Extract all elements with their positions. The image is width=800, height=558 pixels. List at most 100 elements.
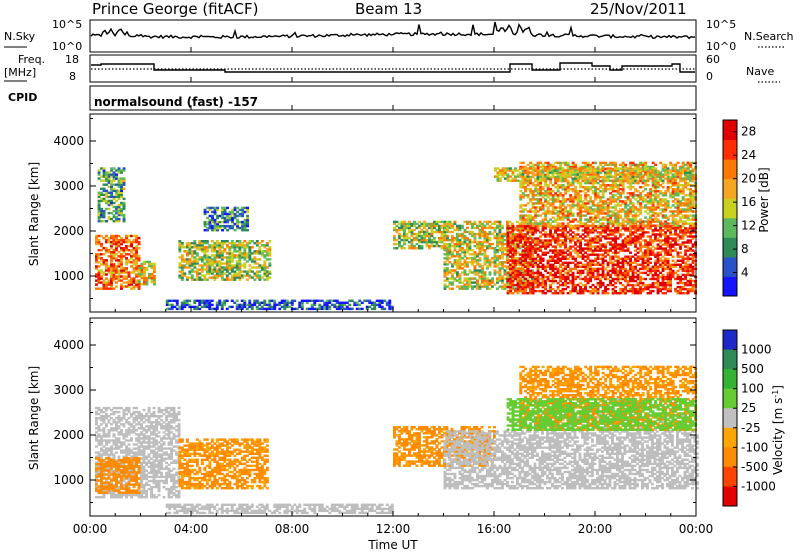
- scatter-cell: [241, 274, 244, 276]
- scatter-cell: [474, 277, 477, 279]
- scatter-cell: [547, 192, 550, 194]
- scatter-cell: [494, 237, 497, 239]
- scatter-cell: [639, 256, 642, 258]
- scatter-cell: [537, 214, 540, 216]
- scatter-cell: [113, 253, 116, 255]
- scatter-cell: [599, 268, 602, 270]
- scatter-cell: [100, 288, 103, 290]
- scatter-cell: [529, 262, 532, 264]
- scatter-cell: [524, 243, 527, 245]
- scatter-cell: [524, 208, 527, 210]
- scatter-cell: [564, 227, 567, 229]
- scatter-cell: [471, 271, 474, 273]
- scatter-cell: [446, 221, 449, 223]
- scatter-cell: [168, 308, 171, 310]
- scatter-cell: [584, 264, 587, 266]
- scatter-cell: [231, 240, 234, 242]
- scatter-cell: [599, 196, 602, 198]
- scatter-cell: [123, 202, 126, 204]
- scatter-cell: [153, 265, 156, 267]
- scatter-cell: [258, 246, 261, 248]
- scatter-cell: [168, 300, 171, 302]
- scatter-cell: [206, 254, 209, 256]
- scatter-cell: [486, 277, 489, 279]
- scatter-cell: [534, 206, 537, 208]
- scatter-cell: [627, 274, 630, 276]
- scatter-cell: [527, 188, 530, 190]
- scatter-cell: [123, 198, 126, 200]
- scatter-cell: [537, 264, 540, 266]
- scatter-cell: [110, 212, 113, 214]
- scatter-cell: [261, 276, 264, 278]
- scatter-cell: [444, 257, 447, 259]
- scatter-cell: [441, 247, 444, 249]
- scatter-cell: [501, 288, 504, 290]
- scatter-cell: [115, 235, 118, 237]
- scatter-cell: [559, 222, 562, 224]
- scatter-cell: [426, 229, 429, 231]
- scatter-cell: [178, 240, 181, 242]
- scatter-cell: [471, 253, 474, 255]
- scatter-cell: [512, 268, 515, 270]
- scatter-cell: [120, 208, 123, 210]
- scatter-cell: [428, 247, 431, 249]
- scatter-cell: [241, 207, 244, 209]
- station-title: Prince George (fitACF): [92, 0, 258, 18]
- scatter-cell: [236, 244, 239, 246]
- scatter-cell: [534, 198, 537, 200]
- scatter-cell: [544, 162, 547, 164]
- scatter-cell: [416, 223, 419, 225]
- scatter-cell: [562, 233, 565, 235]
- scatter-cell: [599, 206, 602, 208]
- scatter-cell: [602, 290, 605, 292]
- scatter-cell: [549, 227, 552, 229]
- scatter-cell: [103, 253, 106, 255]
- scatter-cell: [654, 247, 657, 249]
- scatter-cell: [587, 162, 590, 164]
- scatter-cell: [562, 249, 565, 251]
- scatter-cell: [642, 282, 645, 284]
- scatter-cell: [562, 282, 565, 284]
- scatter-cell: [547, 184, 550, 186]
- scatter-cell: [552, 233, 555, 235]
- scatter-cell: [459, 277, 462, 279]
- scatter-cell: [624, 227, 627, 229]
- scatter-cell: [248, 252, 251, 254]
- scatter-cell: [582, 288, 585, 290]
- scatter-cell: [534, 220, 537, 222]
- scatter-cell: [449, 288, 452, 290]
- scatter-cell: [537, 225, 540, 227]
- scatter-cell: [196, 258, 199, 260]
- scatter-cell: [216, 260, 219, 262]
- scatter-cell: [582, 210, 585, 212]
- scatter-cell: [569, 274, 572, 276]
- scatter-cell: [251, 270, 254, 272]
- scatter-cell: [632, 292, 635, 294]
- scatter-cell: [617, 198, 620, 200]
- scatter-cell: [599, 204, 602, 206]
- scatter-cell: [213, 274, 216, 276]
- scatter-cell: [105, 263, 108, 265]
- scatter-cell: [454, 229, 457, 231]
- scatter-cell: [130, 261, 133, 263]
- scatter-cell: [451, 235, 454, 237]
- scatter-cell: [687, 256, 690, 258]
- scatter-cell: [587, 243, 590, 245]
- scatter-cell: [499, 237, 502, 239]
- scatter-cell: [501, 225, 504, 227]
- scatter-cell: [108, 249, 111, 251]
- scatter-cell: [524, 227, 527, 229]
- scatter-cell: [244, 219, 247, 221]
- scatter-cell: [577, 252, 580, 254]
- scatter-cell: [236, 240, 239, 242]
- scatter-cell: [519, 233, 522, 235]
- scatter-cell: [244, 211, 247, 213]
- scatter-cell: [501, 237, 504, 239]
- scatter-cell: [120, 253, 123, 255]
- scatter-cell: [236, 272, 239, 274]
- scatter-cell: [494, 221, 497, 223]
- scatter-cell: [133, 259, 136, 261]
- cpid-program: normalsound (fast) -157: [94, 95, 258, 109]
- scatter-cell: [459, 247, 462, 249]
- scatter-cell: [100, 175, 103, 177]
